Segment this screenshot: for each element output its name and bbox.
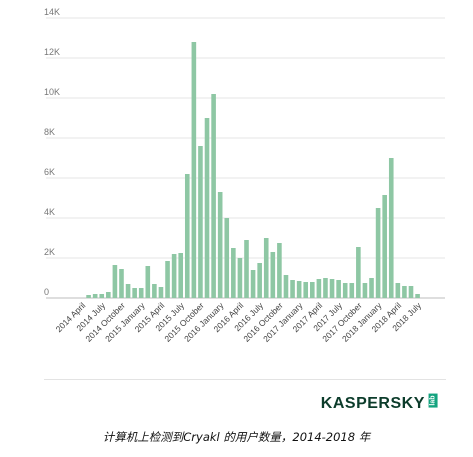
bar [395,283,401,298]
y-tick-label: 6K [44,167,55,177]
y-tick-label: 12K [44,47,60,57]
bars [86,42,420,298]
bar [369,278,374,298]
bar [184,174,190,298]
y-tick-label: 2K [44,247,55,257]
brand-wordmark: KASPERSKY [320,395,425,412]
gridlines [46,17,445,299]
bar [263,238,269,298]
bar [270,252,276,298]
bar [112,265,118,298]
bar [415,294,420,298]
bar [125,284,131,298]
figure-caption: 计算机上检测到Cryakl 的用户数量，2014-2018 年 [102,430,371,444]
bar [106,292,111,298]
bar [316,279,322,298]
y-tick-label: 4K [44,207,55,217]
bar [92,294,98,298]
bar [158,287,164,298]
bar [86,295,91,298]
bar [178,253,183,298]
bar [119,269,124,298]
bar [191,42,197,298]
bar [257,263,262,298]
bar [244,240,249,298]
footer-divider [44,379,446,380]
bar [356,247,361,298]
bar [362,283,368,298]
y-tick-label: 10K [44,87,60,97]
bar [323,278,328,298]
chart-area: 0 2K 4K 6K 8K 10K 12K 14K 2014 April 2014 July 20… [44,7,445,344]
bar [145,266,151,298]
bar [211,94,216,298]
bar [342,283,348,298]
bar [152,284,157,298]
bar [290,280,295,298]
bar [408,286,414,298]
y-tick-label: 0 [44,287,49,297]
bar [336,280,341,298]
bar [388,158,394,298]
bar [217,192,223,298]
bar [250,270,256,298]
y-tick-label: 14K [44,7,60,17]
bar [224,218,230,298]
bar [231,248,236,298]
bar [237,258,243,298]
bar [132,288,137,298]
bar [277,243,282,298]
bar [165,261,170,298]
bar [402,286,407,298]
bar [283,275,289,298]
bar [382,195,387,298]
kaspersky-lab-logo: KASPERSKY lab [320,393,440,413]
y-axis-ticks: 0 2K 4K 6K 8K 10K 12K 14K [44,7,60,297]
brand-lab-badge: lab [428,393,438,408]
bar [138,288,144,298]
bar [303,282,309,298]
bar [204,118,210,298]
bar [198,146,203,298]
bar [375,208,381,298]
bar [99,294,105,298]
bar [310,282,315,298]
bar [329,279,335,298]
y-tick-label: 8K [44,127,55,137]
bar [171,254,177,298]
bar [296,281,302,298]
bar [349,283,355,298]
